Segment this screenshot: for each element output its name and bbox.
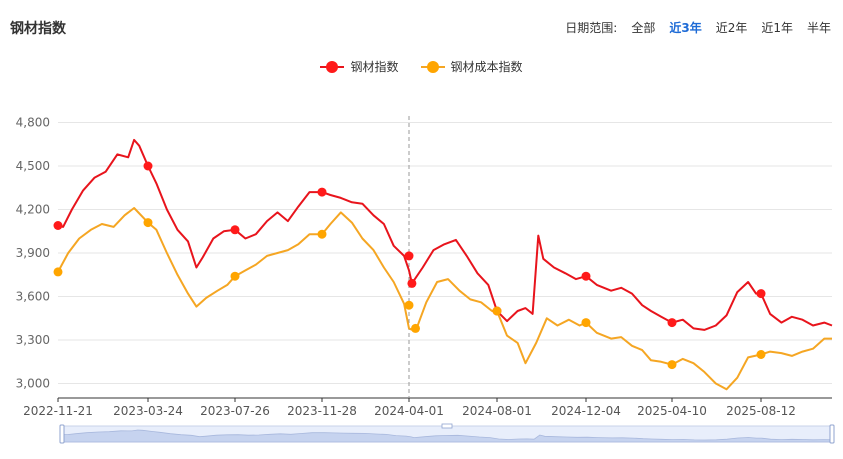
x-tick-label-2022-11-21: 2022-11-21 [23,404,93,418]
y-tick-label-3900: 3,900 [16,246,50,260]
x-tick-label-2024-12-04: 2024-12-04 [551,404,621,418]
legend-label-cost: 钢材成本指数 [450,60,523,74]
series-1-marker-6 [492,306,502,316]
zoom-slider [59,423,835,444]
range-option-1y[interactable]: 近1年 [761,21,793,35]
series-1-marker-5 [411,323,420,333]
x-axis: 2022-11-21 2023-03-24 2023-07-26 2023-11-28… [23,397,832,418]
zoom-handle-left[interactable] [59,424,65,444]
range-option-2y[interactable]: 近2年 [715,21,748,35]
series-markers [53,161,766,370]
range-option-all[interactable]: 全部 [631,21,656,35]
legend-item-cost[interactable]: 钢材成本指数 [420,58,523,75]
series-0-marker-0 [53,221,63,230]
series-1-marker-8 [667,360,677,370]
legend-label-steel: 钢材指数 [350,60,399,74]
x-tick-label-2023-07-26: 2023-07-26 [200,404,270,418]
zoom-preview [61,429,833,443]
chart-legend: 钢材指数 钢材成本指数 [0,58,843,75]
range-option-3y[interactable]: 近3年 [669,21,702,35]
legend-symbol-steel [320,60,345,73]
series-1-marker-7 [581,318,591,328]
series-line-0 [57,138,833,331]
y-tick-label-4500: 4,500 [16,159,50,173]
x-tick-label-2025-04-10: 2025-04-10 [637,404,707,418]
y-axis: 3,000 3,300 3,600 3,900 4,200 4,500 4,800 [16,116,50,391]
series-1-marker-9 [756,350,766,359]
series-0-marker-3 [317,187,327,197]
y-tick-label-4800: 4,800 [16,116,50,130]
x-tick-label-2024-04-01: 2024-04-01 [374,404,444,418]
y-tick-label-4200: 4,200 [16,203,50,217]
series-1-marker-0 [53,267,63,277]
x-tick-label-2023-03-24: 2023-03-24 [113,404,183,418]
x-tick-label-2025-08-12: 2025-08-12 [726,404,796,418]
series-line-1 [57,207,832,391]
series-0-marker-5 [407,278,417,288]
series-0-marker-7 [581,271,591,281]
series-1-marker-1 [143,218,153,228]
legend-symbol-cost [420,60,445,73]
series-0-marker-9 [756,289,766,299]
series-0-marker-1 [143,161,153,171]
y-tick-label-3600: 3,600 [16,290,50,304]
series-0-marker-8 [667,318,677,328]
series-1-marker-2 [230,271,240,281]
date-range-selector: 日期范围: 全部 近3年 近2年 近1年 半年 [565,19,831,36]
page-title: 钢材指数 [10,21,66,37]
y-tick-label-3000: 3,000 [16,377,50,391]
series-0-marker-4 [404,251,414,261]
zoom-handle-right[interactable] [829,424,835,444]
series-1-marker-4 [404,300,414,310]
zoom-grip[interactable] [441,423,453,429]
range-option-half-year[interactable]: 半年 [806,21,831,35]
legend-item-steel[interactable]: 钢材指数 [320,58,399,75]
x-tick-label-2023-11-28: 2023-11-28 [287,404,357,418]
chart-grid [58,122,832,384]
series-0-marker-2 [230,225,240,235]
y-tick-label-3300: 3,300 [16,333,50,347]
date-range-label: 日期范围: [565,21,618,35]
series-1-marker-3 [317,229,327,239]
x-tick-label-2024-08-01: 2024-08-01 [462,404,532,418]
series-lines [57,138,833,391]
